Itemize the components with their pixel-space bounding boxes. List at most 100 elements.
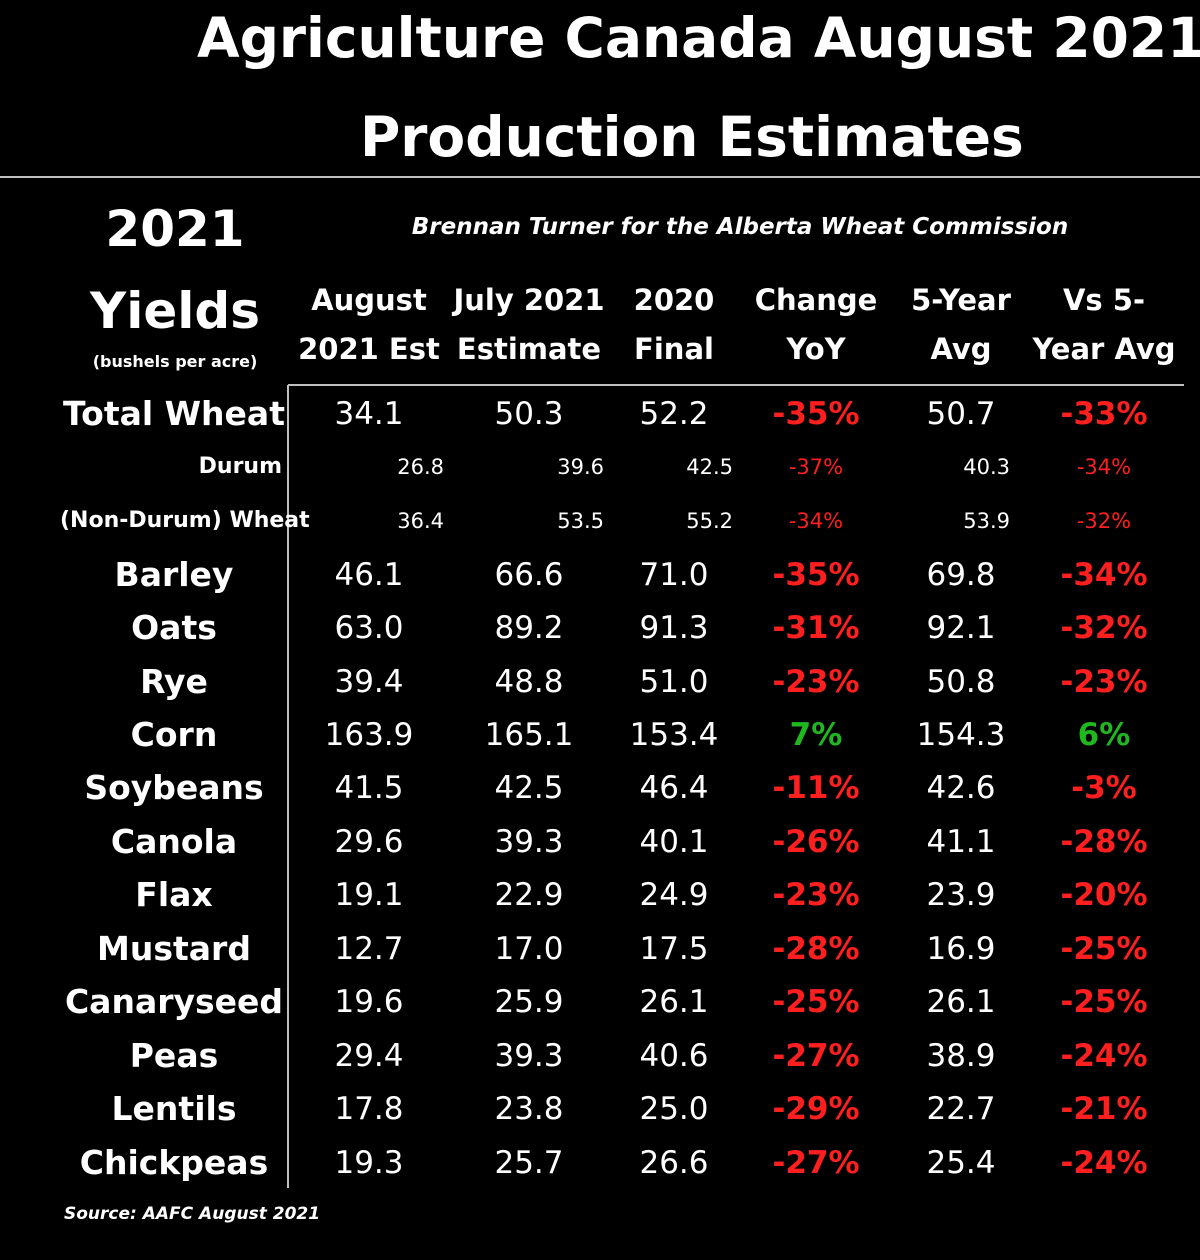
- value-cell: 46.4: [639, 770, 709, 806]
- value-cell: 63.0: [334, 610, 404, 646]
- change-cell: -20%: [1060, 877, 1148, 913]
- source-note: Source: AAFC August 2021: [64, 1204, 321, 1224]
- change-cell: -11%: [772, 770, 860, 806]
- crop-label: Peas: [129, 1036, 219, 1075]
- crop-label: Soybeans: [84, 768, 264, 807]
- crop-label: Lentils: [111, 1089, 237, 1128]
- crop-label: Total Wheat: [63, 394, 285, 433]
- column-header-line2: Estimate: [456, 332, 602, 366]
- column-header-line2: Avg: [930, 332, 992, 366]
- change-cell: -28%: [1060, 824, 1148, 860]
- value-cell: 22.7: [926, 1091, 996, 1127]
- value-cell: 25.4: [926, 1145, 996, 1181]
- value-cell: 24.9: [639, 877, 709, 913]
- column-header-line1: Vs 5-: [1062, 283, 1145, 317]
- change-cell: -32%: [1076, 509, 1132, 533]
- table-row: Barley 46.1 66.6 71.0 -35% 69.8 -34%: [0, 548, 1200, 602]
- column-header-line1: Change: [754, 283, 878, 317]
- value-cell: 23.9: [926, 877, 996, 913]
- year-label: 2021: [105, 200, 245, 258]
- table-row: Flax 19.1 22.9 24.9 -23% 23.9 -20%: [0, 868, 1200, 922]
- value-cell: 42.5: [686, 455, 733, 479]
- value-cell: 42.6: [926, 770, 996, 806]
- value-cell: 40.3: [963, 455, 1010, 479]
- value-cell: 39.3: [494, 1038, 564, 1074]
- value-cell: 26.6: [639, 1145, 709, 1181]
- change-cell: -33%: [1060, 396, 1148, 432]
- value-cell: 16.9: [926, 931, 996, 967]
- value-cell: 41.1: [926, 824, 996, 860]
- value-cell: 52.2: [639, 396, 709, 432]
- change-cell: -34%: [1060, 557, 1148, 593]
- column-header: 5-Year Avg: [876, 276, 1046, 374]
- value-cell: 40.6: [639, 1038, 709, 1074]
- value-cell: 17.5: [639, 931, 709, 967]
- value-cell: 71.0: [639, 557, 709, 593]
- value-cell: 55.2: [686, 509, 733, 533]
- change-cell: -23%: [772, 877, 860, 913]
- value-cell: 26.1: [926, 984, 996, 1020]
- value-cell: 69.8: [926, 557, 996, 593]
- value-cell: 29.6: [334, 824, 404, 860]
- value-cell: 163.9: [324, 717, 414, 753]
- change-cell: -3%: [1071, 770, 1137, 806]
- value-cell: 91.3: [639, 610, 709, 646]
- change-cell: -24%: [1060, 1038, 1148, 1074]
- table-row: Canaryseed 19.6 25.9 26.1 -25% 26.1 -25%: [0, 975, 1200, 1029]
- change-cell: -23%: [1060, 664, 1148, 700]
- crop-label: Barley: [114, 555, 234, 594]
- value-cell: 29.4: [334, 1038, 404, 1074]
- table-row: (Non-Durum) Wheat 36.4 53.5 55.2 -34% 53.9 -32…: [0, 494, 1200, 548]
- change-cell: -37%: [788, 455, 844, 479]
- value-cell: 23.8: [494, 1091, 564, 1127]
- value-cell: 46.1: [334, 557, 404, 593]
- value-cell: 92.1: [926, 610, 996, 646]
- change-cell: -21%: [1060, 1091, 1148, 1127]
- value-cell: 34.1: [334, 396, 404, 432]
- table-row: Corn 163.9 165.1 153.4 7% 154.3 6%: [0, 708, 1200, 762]
- change-cell: -35%: [772, 557, 860, 593]
- value-cell: 25.9: [494, 984, 564, 1020]
- crop-label: Rye: [140, 662, 208, 701]
- value-cell: 25.0: [639, 1091, 709, 1127]
- column-header-line1: July 2021: [453, 283, 605, 317]
- change-cell: 6%: [1077, 717, 1131, 753]
- byline: Brennan Turner for the Alberta Wheat Com…: [411, 214, 1069, 240]
- value-cell: 50.8: [926, 664, 996, 700]
- value-cell: 38.9: [926, 1038, 996, 1074]
- change-cell: 7%: [789, 717, 843, 753]
- crop-label: Oats: [131, 608, 217, 647]
- column-header: July 2021 Estimate: [429, 276, 629, 374]
- value-cell: 66.6: [494, 557, 564, 593]
- change-cell: -27%: [772, 1145, 860, 1181]
- header-rule: [288, 384, 1184, 386]
- page-title-line-1: Agriculture Canada August 2021: [197, 6, 1200, 70]
- table-row: Canola 29.6 39.3 40.1 -26% 41.1 -28%: [0, 815, 1200, 869]
- value-cell: 154.3: [916, 717, 1006, 753]
- label-column-rule: [287, 385, 289, 1188]
- change-cell: -26%: [772, 824, 860, 860]
- value-cell: 51.0: [639, 664, 709, 700]
- change-cell: -31%: [772, 610, 860, 646]
- value-cell: 40.1: [639, 824, 709, 860]
- value-cell: 50.3: [494, 396, 564, 432]
- column-header-line2: YoY: [786, 332, 846, 366]
- table-row: Oats 63.0 89.2 91.3 -31% 92.1 -32%: [0, 601, 1200, 655]
- value-cell: 19.1: [334, 877, 404, 913]
- change-cell: -35%: [772, 396, 860, 432]
- column-header-line1: 5-Year: [911, 283, 1011, 317]
- value-cell: 89.2: [494, 610, 564, 646]
- table-row: Total Wheat 34.1 50.3 52.2 -35% 50.7 -33%: [0, 387, 1200, 441]
- column-header-line2: 2021 Est: [298, 332, 440, 366]
- value-cell: 25.7: [494, 1145, 564, 1181]
- column-header-line2: Year Avg: [1032, 332, 1176, 366]
- change-cell: -23%: [772, 664, 860, 700]
- value-cell: 53.9: [963, 509, 1010, 533]
- table-row: Durum 26.8 39.6 42.5 -37% 40.3 -34%: [0, 440, 1200, 494]
- change-cell: -34%: [788, 509, 844, 533]
- yields-label: Yields: [90, 282, 260, 340]
- value-cell: 12.7: [334, 931, 404, 967]
- column-header: August 2021 Est: [274, 276, 464, 374]
- table-row: Mustard 12.7 17.0 17.5 -28% 16.9 -25%: [0, 922, 1200, 976]
- column-header-line1: August: [311, 283, 427, 317]
